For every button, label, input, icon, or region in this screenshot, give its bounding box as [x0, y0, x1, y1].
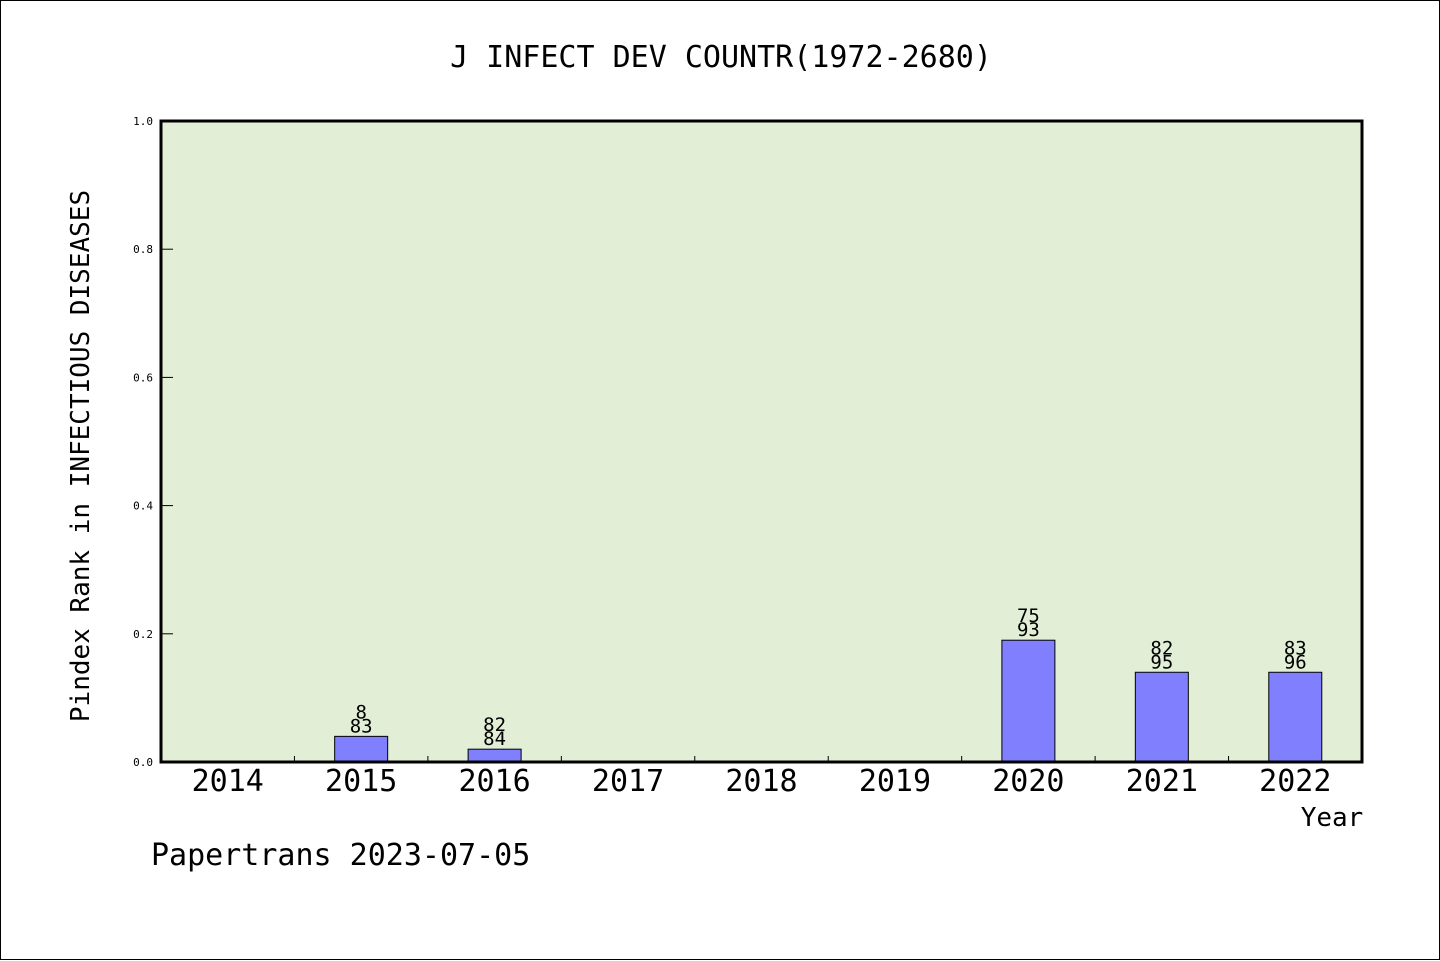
bar-data-label: 83 — [350, 715, 373, 737]
y-tick-label: 0.8 — [133, 243, 153, 256]
plot-frame — [159, 119, 1364, 764]
bar-2022 — [1268, 671, 1323, 763]
bar-data-label: 82 — [483, 714, 506, 736]
x-tick-label: 2020 — [992, 764, 1064, 799]
y-axis-title: Pindex Rank in INFECTIOUS DISEASES — [66, 190, 96, 722]
bar-data-label: 96 — [1284, 651, 1307, 673]
x-tick-label: 2022 — [1259, 764, 1331, 799]
x-tick-label: 2021 — [1126, 764, 1198, 799]
y-axis: 0.0 0.2 0.4 0.6 0.8 1.0 — [133, 115, 173, 769]
x-axis: 2014 2015 2016 2017 2018 2019 2020 2021 2022 — [192, 756, 1331, 799]
x-tick-label: 2017 — [592, 764, 664, 799]
plot-area — [161, 121, 1362, 762]
bar-data-label: 75 — [1017, 605, 1040, 627]
bar-data-label: 82 — [1150, 637, 1173, 659]
bars-layer — [334, 639, 1323, 763]
footer-text: Papertrans 2023-07-05 — [151, 838, 530, 873]
bar-data-label: 95 — [1150, 651, 1173, 673]
bar-data-label: 93 — [1017, 619, 1040, 641]
bar-2021 — [1134, 671, 1189, 763]
y-tick-label: 0.4 — [133, 500, 153, 513]
x-axis-title: Year — [1301, 803, 1364, 833]
bar-data-label: 84 — [483, 728, 506, 750]
x-tick-label: 2018 — [725, 764, 797, 799]
chart-title: J INFECT DEV COUNTR(1972-2680) — [450, 40, 992, 75]
x-tick-label: 2014 — [192, 764, 264, 799]
bar-2016 — [467, 748, 522, 763]
bar-data-label: 8 — [355, 701, 366, 723]
bar-data-label: 83 — [1284, 637, 1307, 659]
y-tick-label: 1.0 — [133, 115, 153, 128]
y-tick-label: 0.0 — [133, 756, 153, 769]
bar-2015 — [334, 735, 389, 763]
x-tick-label: 2016 — [458, 764, 530, 799]
y-tick-label: 0.6 — [133, 371, 153, 384]
y-tick-label: 0.2 — [133, 628, 153, 641]
x-tick-label: 2015 — [325, 764, 397, 799]
bar-2020 — [1001, 639, 1056, 763]
x-tick-label: 2019 — [859, 764, 931, 799]
